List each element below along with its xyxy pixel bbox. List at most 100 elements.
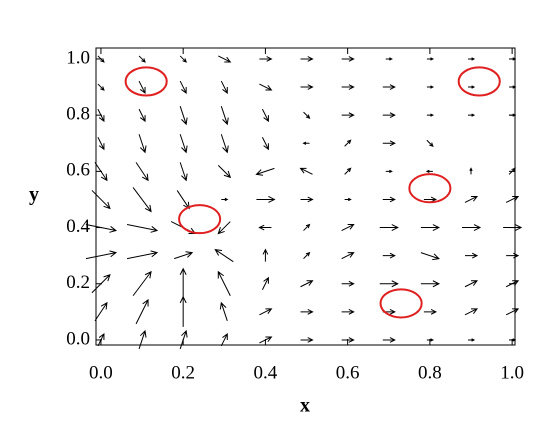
arrow	[503, 224, 523, 231]
arrow	[219, 301, 228, 322]
arrow	[385, 57, 393, 61]
arrow	[420, 280, 441, 288]
arrow	[217, 164, 232, 179]
arrow	[341, 308, 355, 315]
arrow	[259, 336, 273, 344]
arrow	[426, 85, 435, 89]
highlight-ellipse	[408, 173, 452, 204]
arrow	[465, 252, 479, 259]
arrow	[138, 329, 147, 350]
arrow	[259, 56, 273, 62]
arrow	[135, 298, 149, 325]
arrow	[464, 280, 479, 288]
x-tick-label: 0.8	[418, 362, 442, 383]
arrow	[509, 113, 517, 117]
arrow	[300, 280, 314, 288]
arrow	[468, 57, 476, 61]
arrow	[300, 308, 314, 315]
arrow	[179, 55, 187, 63]
arrow	[303, 111, 311, 119]
arrow	[382, 112, 396, 119]
arrow	[509, 85, 517, 89]
arrow	[179, 80, 187, 95]
arrow	[303, 223, 311, 231]
y-tick-label: 1.0	[66, 47, 90, 68]
arrow	[97, 137, 105, 151]
arrow	[218, 55, 232, 63]
arrow	[255, 167, 275, 176]
arrow	[220, 105, 229, 126]
y-tick-label: 0.6	[66, 160, 90, 181]
arrow	[469, 167, 473, 175]
y-axis-label: y	[29, 184, 39, 206]
highlight-ellipse	[178, 204, 222, 235]
arrow	[259, 83, 273, 91]
y-tick-label: 0.0	[66, 328, 90, 349]
arrow	[505, 195, 520, 203]
arrow	[423, 308, 438, 315]
x-tick-label: 0.6	[336, 362, 360, 383]
arrow	[344, 139, 352, 147]
x-tick-label: 1.0	[500, 362, 524, 383]
arrow	[344, 167, 352, 175]
arrow	[506, 252, 520, 259]
arrow	[299, 167, 313, 175]
arrow	[341, 84, 355, 90]
arrow	[261, 137, 269, 151]
y-tick-label: 0.4	[66, 216, 90, 237]
arrow	[97, 83, 105, 91]
arrow	[97, 55, 105, 63]
arrow	[379, 224, 399, 231]
arrow	[300, 56, 314, 62]
arrow	[221, 197, 229, 202]
arrow	[382, 140, 396, 147]
arrow	[179, 329, 188, 350]
arrow	[508, 167, 516, 175]
arrow	[425, 169, 433, 173]
arrow	[505, 308, 520, 316]
arrow	[420, 252, 440, 261]
arrow	[138, 55, 146, 63]
arrow	[132, 270, 152, 297]
arrow	[382, 196, 396, 203]
arrow	[382, 252, 396, 259]
arrow	[97, 108, 105, 123]
arrow	[91, 190, 111, 210]
arrow	[179, 134, 188, 154]
arrow	[300, 84, 314, 90]
arrow	[220, 134, 229, 154]
arrow	[220, 332, 228, 347]
x-axis-label: x	[300, 395, 310, 417]
arrow	[214, 249, 234, 263]
arrow	[91, 273, 111, 294]
arrow	[385, 169, 393, 173]
y-tick-label: 0.2	[66, 272, 90, 293]
arrow	[300, 337, 314, 343]
arrow	[300, 196, 314, 203]
arrow	[426, 139, 434, 148]
arrow	[179, 267, 187, 299]
arrow	[505, 280, 520, 288]
highlight-ellipse	[379, 288, 423, 319]
arrow	[509, 57, 517, 61]
arrow	[262, 248, 269, 262]
arrow	[341, 112, 355, 119]
arrow	[261, 276, 269, 290]
arrow	[261, 108, 269, 123]
arrow	[426, 338, 435, 342]
arrow	[344, 197, 352, 202]
arrow	[468, 113, 476, 117]
arrow	[382, 84, 396, 90]
arrow	[135, 162, 149, 182]
arrow	[132, 187, 152, 213]
x-tick-label: 0.2	[171, 362, 195, 383]
arrow	[126, 224, 159, 233]
y-tick-label: 0.8	[66, 104, 90, 125]
x-tick-label: 0.0	[89, 362, 113, 383]
arrow	[423, 196, 438, 203]
arrow	[509, 338, 517, 342]
arrow	[174, 251, 194, 260]
arrow	[138, 80, 146, 95]
arrow	[464, 308, 479, 316]
